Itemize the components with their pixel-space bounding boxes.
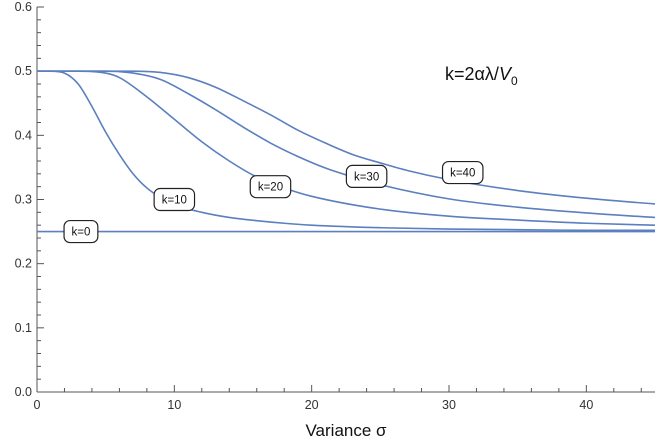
curve-label-k30: k=30 bbox=[345, 164, 388, 188]
y-tick-label: 0.5 bbox=[15, 64, 32, 78]
y-tick-label: 0.0 bbox=[15, 385, 32, 399]
y-tick-label: 0.2 bbox=[15, 257, 32, 271]
y-tick-label: 0.4 bbox=[15, 128, 32, 142]
curve-label-k40: k=40 bbox=[441, 160, 484, 185]
series-line-k20 bbox=[36, 70, 655, 226]
svg-text:k=40: k=40 bbox=[450, 168, 475, 180]
curve-label-k0: k=0 bbox=[63, 219, 99, 244]
x-axis-label: Variance σ bbox=[305, 421, 387, 440]
y-tick-label: 0.6 bbox=[15, 0, 32, 14]
series-line-k40 bbox=[36, 70, 655, 205]
svg-text:k=30: k=30 bbox=[354, 171, 379, 183]
formula-annotation: k=2αλ/V0 bbox=[445, 64, 518, 88]
x-tick-label: 20 bbox=[305, 398, 319, 412]
curve-label-k20: k=20 bbox=[249, 175, 292, 199]
series-line-k30 bbox=[36, 70, 655, 219]
svg-text:k=10: k=10 bbox=[162, 195, 187, 207]
y-tick-label: 0.1 bbox=[15, 321, 32, 335]
y-tick-label: 0.3 bbox=[15, 193, 32, 207]
x-tick-label: 10 bbox=[167, 398, 181, 412]
x-tick-label: 0 bbox=[34, 398, 41, 412]
svg-text:k=0: k=0 bbox=[72, 227, 91, 239]
series-line-k10 bbox=[36, 70, 655, 232]
x-tick-label: 40 bbox=[579, 398, 593, 412]
axes: 0 10 20 30 40 0.0 0.1 0.2 0.3 0.4 0.5 0.6 bbox=[15, 0, 655, 412]
curve-label-k10: k=10 bbox=[153, 187, 196, 212]
series-layer bbox=[36, 70, 655, 233]
curve-labels: k=0 k=10 k=20 k=30 k=40 bbox=[63, 160, 484, 244]
svg-text:k=20: k=20 bbox=[258, 182, 283, 194]
x-tick-label: 30 bbox=[442, 398, 456, 412]
